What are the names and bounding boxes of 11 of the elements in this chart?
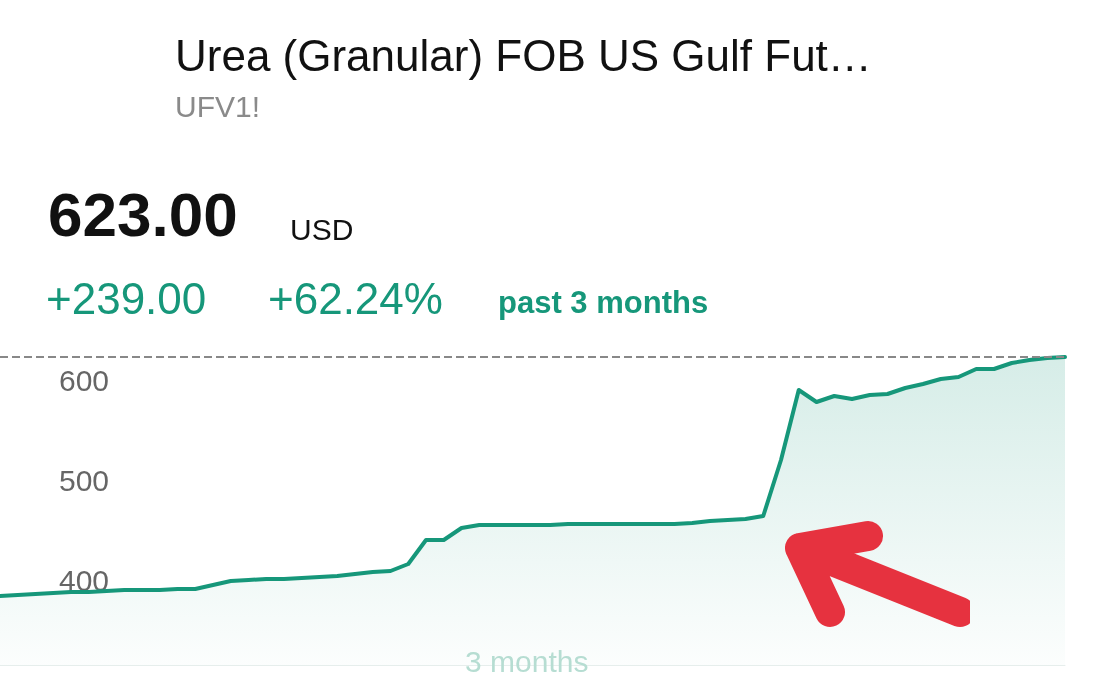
text: USD	[290, 212, 354, 246]
text: past 3 months	[498, 285, 709, 320]
y-tick-label: 500	[59, 463, 110, 497]
chart-title: Urea (Granular) FOB US Gulf Fut…	[175, 30, 872, 80]
chart-subtitle: UFV1!	[175, 89, 261, 123]
text: +239.00	[46, 273, 207, 323]
y-tick-label: 600	[59, 363, 110, 397]
text: +62.24%	[268, 273, 443, 323]
annotation: 3 months	[465, 644, 589, 678]
y-tick-label: 400	[59, 563, 110, 597]
text: 623.00	[48, 179, 238, 249]
